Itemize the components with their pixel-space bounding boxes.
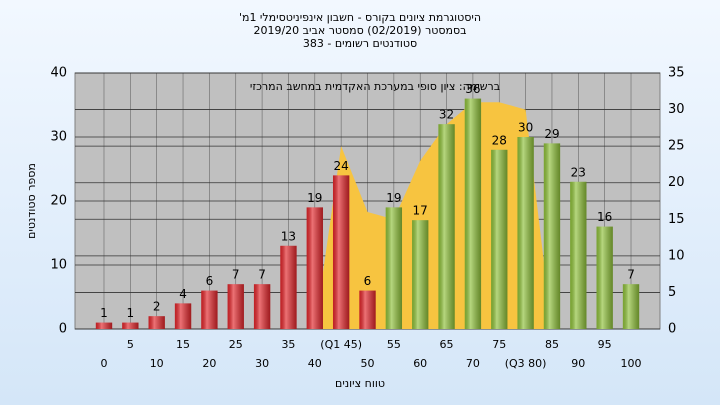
x-tick-label: 75 — [492, 338, 506, 351]
x-tick-label: 20 — [202, 357, 216, 370]
x-tick-label: 60 — [413, 357, 427, 370]
x-tick-label: 10 — [150, 357, 164, 370]
bar-shade — [227, 284, 244, 329]
x-tick-label: 15 — [176, 338, 190, 351]
x-tick-label: 0 — [100, 357, 107, 370]
y2-tick-label: 30 — [668, 102, 685, 117]
x-tick-label: 30 — [255, 357, 269, 370]
data-label: 7 — [627, 268, 635, 282]
bar-shade — [332, 175, 350, 329]
data-label: 17 — [413, 204, 428, 218]
data-label: 1 — [127, 306, 135, 320]
data-label: 6 — [364, 274, 372, 288]
x-tick-label: 5 — [127, 338, 134, 351]
bar-shade — [412, 220, 429, 329]
y2-tick-label: 15 — [668, 212, 685, 227]
data-label: 23 — [571, 165, 586, 179]
bar-shade — [438, 124, 455, 329]
bar-shade — [464, 98, 482, 329]
data-label: 13 — [281, 229, 296, 243]
data-label: 30 — [518, 121, 533, 135]
bar-shade — [280, 245, 297, 329]
y2-tick-label: 0 — [668, 322, 676, 337]
data-label: 4 — [179, 287, 187, 301]
data-label: 1 — [100, 306, 108, 320]
x-tick-label: 65 — [440, 338, 454, 351]
x-tick-label: 40 — [308, 357, 322, 370]
chart-subtitle: בסמסטר (02/2019) סמסטר אביב 2019/20 — [253, 24, 466, 37]
x-axis-label: טווח ציונים — [335, 377, 385, 390]
y-tick-label: 40 — [50, 66, 67, 81]
bar-shade — [622, 284, 640, 329]
bar-shade — [201, 290, 218, 329]
bar-shade — [596, 226, 613, 329]
data-label: 19 — [307, 191, 322, 205]
y2-tick-label: 20 — [668, 175, 685, 190]
data-label: 7 — [258, 268, 266, 282]
x-tick-label: 50 — [361, 357, 375, 370]
y2-tick-label: 10 — [668, 248, 685, 263]
bar-shade — [570, 181, 587, 329]
y-axis-label: מספר סטודנטים — [25, 163, 38, 239]
y-tick-label: 30 — [50, 130, 67, 145]
x-tick-label: (Q3 80) — [505, 357, 547, 370]
y-tick-label: 0 — [59, 322, 67, 337]
bar-shade — [148, 316, 165, 329]
y-tick-label: 10 — [50, 258, 67, 273]
x-tick-label: 100 — [621, 357, 642, 370]
data-label: 6 — [206, 274, 214, 288]
bar-shade — [122, 322, 139, 329]
chart-title: היסטוגרמת ציונים בקורס - חשבון אינפיניטס… — [239, 11, 481, 24]
y-tick-label: 20 — [50, 194, 67, 209]
chart-subtitle: סטודנטים רשומים - 383 — [303, 37, 417, 50]
bar-shade — [517, 137, 534, 329]
annotation: ברשימה: ציון סופי במערכת האקדמית במחשב ה… — [250, 80, 500, 93]
bar-shade — [491, 149, 508, 329]
data-label: 2 — [153, 300, 161, 314]
data-label: 36 — [465, 82, 480, 96]
data-label: 16 — [597, 210, 612, 224]
bar-shade — [306, 207, 323, 329]
x-tick-label: 35 — [281, 338, 295, 351]
x-tick-label: 25 — [229, 338, 243, 351]
x-tick-label: 70 — [466, 357, 480, 370]
y2-tick-label: 25 — [668, 139, 685, 154]
y2-tick-label: 35 — [668, 66, 685, 81]
x-tick-label: (Q1 45) — [320, 338, 362, 351]
data-label: 7 — [232, 268, 240, 282]
bar-shade — [253, 284, 271, 329]
bar-shade — [385, 207, 403, 329]
bar-shade — [174, 303, 192, 329]
x-tick-label: 90 — [571, 357, 585, 370]
bar-shade — [95, 322, 113, 329]
data-label: 29 — [544, 127, 559, 141]
y2-tick-label: 5 — [668, 285, 676, 300]
data-label: 19 — [386, 191, 401, 205]
data-label: 24 — [334, 159, 349, 173]
bar-shade — [543, 143, 561, 329]
x-tick-label: 85 — [545, 338, 559, 351]
x-tick-label: 55 — [387, 338, 401, 351]
x-tick-label: 95 — [598, 338, 612, 351]
bar-shade — [359, 290, 376, 329]
data-label: 28 — [492, 133, 507, 147]
data-label: 32 — [439, 108, 454, 122]
